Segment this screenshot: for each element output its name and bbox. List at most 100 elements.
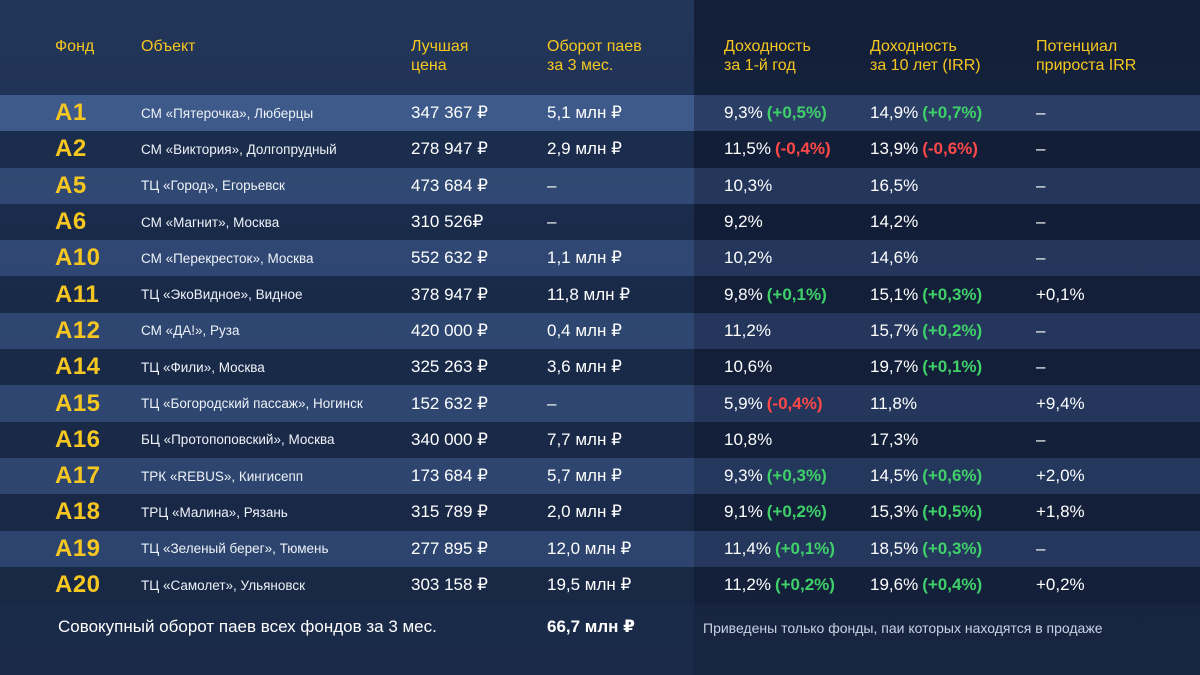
yield-10y-text: 16,5% (870, 175, 919, 195)
row-shade-right (694, 95, 1200, 132)
growth-potential-text: – (1036, 538, 1046, 558)
table-header: Фонд Объект Лучшая цена Оборот паев за 3… (0, 0, 1200, 95)
yield-10y: 18,5% (+0,3%) (870, 531, 982, 567)
row-shade-right (694, 349, 1200, 386)
growth-potential: – (1036, 204, 1045, 240)
table-row: A5 ТЦ «Город», Егорьевск 473 684 ₽ – 10,3% 16… (0, 167, 1200, 204)
table-row: A1 СМ «Пятерочка», Люберцы 347 367 ₽ 5,1 мл… (0, 95, 1200, 132)
object-name: СМ «Виктория», Долгопрудный (141, 131, 337, 167)
row-shade-left (0, 530, 694, 567)
turnover-3m: 1,1 млн ₽ (547, 240, 622, 276)
yield-1y: 11,2% (724, 313, 771, 349)
growth-potential-text: +1,8% (1036, 502, 1085, 522)
fund-code: A15 (55, 385, 101, 421)
turnover-3m-text: 1,1 млн ₽ (547, 248, 622, 268)
yield-1y: 10,2% (724, 240, 772, 276)
yield-10y-text: 14,2% (870, 212, 919, 232)
best-price: 173 684 ₽ (411, 458, 488, 494)
growth-potential-text: +9,4% (1036, 393, 1085, 413)
row-shade-left (0, 131, 694, 168)
yield-10y-change: (+0,3%) (922, 284, 983, 304)
fund-code: A20 (55, 567, 101, 603)
fund-code: A18 (55, 494, 101, 530)
yield-10y-change: (+0,7%) (922, 103, 983, 123)
yield-1y-text: 10,2% (724, 248, 773, 268)
fund-code-text: A19 (55, 534, 101, 562)
header-best-price: Лучшая цена (411, 38, 469, 74)
fund-code: A1 (55, 95, 87, 131)
turnover-3m: 19,5 млн ₽ (547, 567, 631, 603)
yield-10y: 11,8% (870, 385, 917, 421)
best-price: 552 632 ₽ (411, 240, 488, 276)
row-shade-left (0, 457, 694, 495)
turnover-3m: 2,9 млн ₽ (547, 131, 622, 167)
turnover-3m: – (547, 204, 556, 240)
object-name-text: БЦ «Протопоповский», Москва (141, 432, 335, 448)
footer-total-value: 66,7 млн ₽ (547, 617, 636, 636)
best-price: 378 947 ₽ (411, 276, 488, 312)
best-price: 152 632 ₽ (411, 385, 488, 421)
best-price: 315 789 ₽ (411, 494, 488, 530)
row-shade-left (0, 240, 694, 277)
turnover-3m-text: 0,4 млн ₽ (547, 320, 622, 340)
turnover-3m-text: 11,8 млн ₽ (547, 284, 631, 304)
best-price-text: 378 947 ₽ (411, 284, 488, 304)
fund-code-text: A16 (55, 425, 101, 453)
yield-1y: 9,2% (724, 204, 763, 240)
yield-1y-text: 5,9% (724, 393, 763, 413)
yield-1y-change: (+0,2%) (774, 575, 835, 594)
row-shade-right (694, 421, 1200, 458)
best-price-text: 303 158 ₽ (411, 575, 488, 594)
header-object: Объект (141, 38, 196, 55)
growth-potential: +2,0% (1036, 458, 1085, 494)
fund-code-text: A18 (55, 498, 101, 526)
growth-potential-text: – (1036, 139, 1046, 159)
growth-potential-text: – (1036, 357, 1046, 377)
growth-potential: +0,1% (1036, 276, 1085, 312)
table-row: A15 ТЦ «Богородский пассаж», Ногинск 152 6… (0, 385, 1200, 422)
turnover-3m: 2,0 млн ₽ (547, 494, 622, 530)
yield-1y: 9,8% (+0,1%) (724, 276, 827, 312)
row-shade-right (694, 385, 1200, 422)
background-right-panel (694, 0, 1200, 675)
growth-potential: – (1036, 95, 1045, 131)
best-price-text: 325 263 ₽ (411, 357, 488, 377)
yield-1y: 10,3% (724, 168, 772, 204)
growth-potential: – (1036, 422, 1045, 458)
row-shade-right (694, 457, 1200, 495)
object-name-text: СМ «Магнит», Москва (141, 214, 280, 230)
yield-10y: 19,7% (+0,1%) (870, 349, 982, 385)
best-price-text: 340 000 ₽ (411, 429, 488, 449)
table-row: A14 ТЦ «Фили», Москва 325 263 ₽ 3,6 млн ₽ 10… (0, 349, 1200, 386)
best-price-text: 473 684 ₽ (411, 175, 488, 195)
yield-10y-text: 15,3% (870, 502, 919, 522)
turnover-3m-text: 5,1 млн ₽ (547, 103, 622, 123)
turnover-3m-text: 5,7 млн ₽ (547, 466, 622, 486)
header-growth-potential: Потенциал прироста IRR (1036, 38, 1137, 74)
row-shade-left (0, 421, 694, 458)
fund-code-text: A5 (55, 171, 87, 199)
fund-code: A16 (55, 422, 101, 458)
yield-1y-text: 10,3% (724, 175, 773, 195)
object-name: ТЦ «Фили», Москва (141, 349, 265, 385)
fund-code: A5 (55, 168, 87, 204)
yield-1y-text: 9,8% (724, 284, 763, 304)
object-name-text: ТЦ «Город», Егорьевск (141, 178, 285, 194)
yield-1y: 9,3% (+0,5%) (724, 95, 827, 131)
turnover-3m-text: 12,0 млн ₽ (547, 538, 632, 558)
best-price: 303 158 ₽ (411, 567, 488, 603)
yield-10y-change: (+0,6%) (922, 466, 983, 486)
turnover-3m-text: – (547, 212, 557, 232)
object-name-text: ТЦ «Самолет», Ульяновск (141, 577, 306, 593)
turnover-3m: 5,1 млн ₽ (547, 95, 622, 131)
fund-code: A19 (55, 531, 101, 567)
yield-1y: 5,9% (-0,4%) (724, 385, 822, 421)
row-shade-left (0, 95, 694, 132)
object-name: СМ «Пятерочка», Люберцы (141, 95, 313, 131)
object-name: СМ «Магнит», Москва (141, 204, 279, 240)
yield-1y-text: 11,5% (724, 139, 771, 159)
growth-potential: – (1036, 313, 1045, 349)
best-price: 473 684 ₽ (411, 168, 488, 204)
turnover-3m: – (547, 385, 556, 421)
table-row: A20 ТЦ «Самолет», Ульяновск 303 158 ₽ 19,5 … (0, 566, 1200, 604)
